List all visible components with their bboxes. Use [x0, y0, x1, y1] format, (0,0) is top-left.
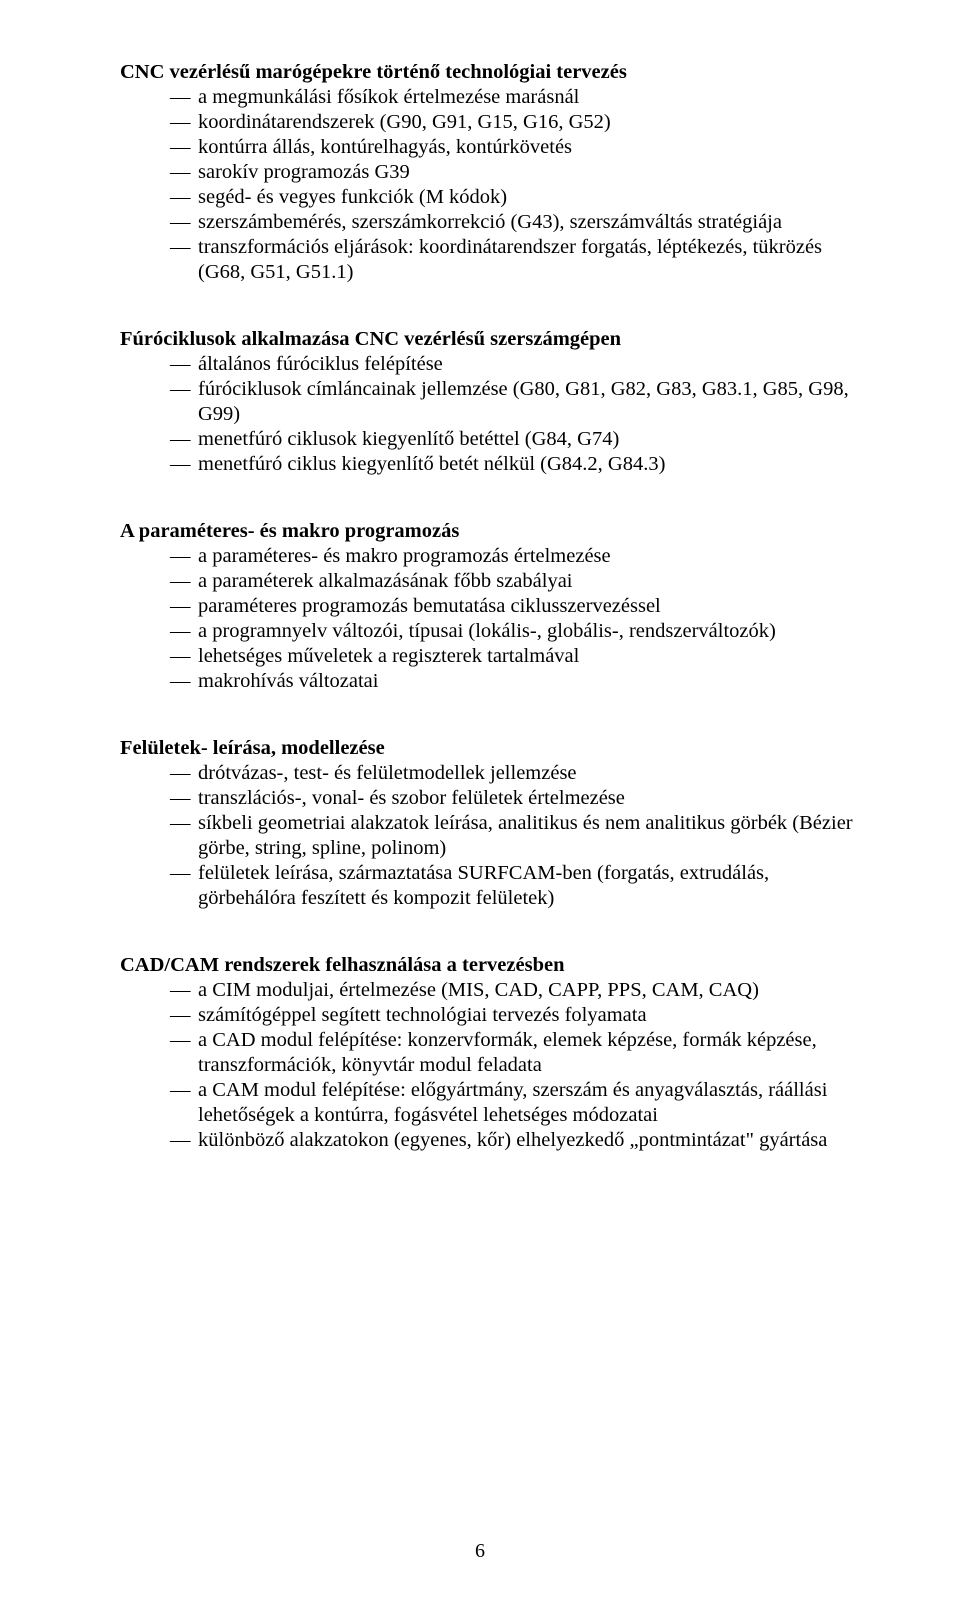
list-item: menetfúró ciklus kiegyenlítő betét nélkü… [120, 452, 860, 477]
list-item: menetfúró ciklusok kiegyenlítő betéttel … [120, 427, 860, 452]
item-list: drótvázas-, test- és felületmodellek jel… [120, 761, 860, 911]
list-item-text: általános fúróciklus felépítése [198, 353, 443, 375]
list-item-text: síkbeli geometriai alakzatok leírása, an… [198, 812, 853, 859]
list-item: a CIM moduljai, értelmezése (MIS, CAD, C… [120, 978, 860, 1003]
document-page: CNC vezérlésű marógépekre történő techno… [0, 0, 960, 1615]
item-list: a CIM moduljai, értelmezése (MIS, CAD, C… [120, 978, 860, 1153]
list-item-text: fúróciklusok címláncainak jellemzése (G8… [198, 378, 849, 425]
list-item-text: segéd- és vegyes funkciók (M kódok) [198, 186, 507, 208]
list-item: koordinátarendszerek (G90, G91, G15, G16… [120, 110, 860, 135]
list-item: a paraméteres- és makro programozás érte… [120, 544, 860, 569]
list-item-text: szerszámbemérés, szerszámkorrekció (G43)… [198, 211, 782, 233]
list-item: paraméteres programozás bemutatása ciklu… [120, 594, 860, 619]
item-list: a megmunkálási fősíkok értelmezése marás… [120, 85, 860, 285]
section-title: Fúróciklusok alkalmazása CNC vezérlésű s… [120, 327, 860, 352]
list-item-text: koordinátarendszerek (G90, G91, G15, G16… [198, 111, 611, 133]
list-item-text: számítógéppel segített technológiai terv… [198, 1004, 647, 1026]
section-title: CAD/CAM rendszerek felhasználása a terve… [120, 953, 860, 978]
list-item-text: transzformációs eljárások: koordinátaren… [198, 236, 822, 283]
section-title: CNC vezérlésű marógépekre történő techno… [120, 60, 860, 85]
list-item: a CAD modul felépítése: konzervformák, e… [120, 1028, 860, 1078]
list-item: a programnyelv változói, típusai (lokáli… [120, 619, 860, 644]
list-item-text: a programnyelv változói, típusai (lokáli… [198, 620, 776, 642]
section-cadcam: CAD/CAM rendszerek felhasználása a terve… [120, 953, 860, 1153]
list-item-text: a CAM modul felépítése: előgyártmány, sz… [198, 1079, 827, 1126]
list-item: lehetséges műveletek a regiszterek tarta… [120, 644, 860, 669]
section-parameteres-makro: A paraméteres- és makro programozás a pa… [120, 519, 860, 694]
page-number: 6 [0, 1539, 960, 1563]
section-title: A paraméteres- és makro programozás [120, 519, 860, 544]
list-item-text: lehetséges műveletek a regiszterek tarta… [198, 645, 579, 667]
list-item: különböző alakzatokon (egyenes, kőr) elh… [120, 1128, 860, 1153]
list-item-text: a megmunkálási fősíkok értelmezése marás… [198, 86, 579, 108]
item-list: általános fúróciklus felépítése fúrócikl… [120, 352, 860, 477]
list-item-text: a CIM moduljai, értelmezése (MIS, CAD, C… [198, 979, 759, 1001]
list-item-text: menetfúró ciklus kiegyenlítő betét nélkü… [198, 453, 665, 475]
list-item: felületek leírása, származtatása SURFCAM… [120, 861, 860, 911]
list-item-text: a CAD modul felépítése: konzervformák, e… [198, 1029, 817, 1076]
list-item-text: a paraméterek alkalmazásának főbb szabál… [198, 570, 573, 592]
list-item: számítógéppel segített technológiai terv… [120, 1003, 860, 1028]
list-item-text: a paraméteres- és makro programozás érte… [198, 545, 611, 567]
list-item: transzlációs-, vonal- és szobor felülete… [120, 786, 860, 811]
list-item-text: menetfúró ciklusok kiegyenlítő betéttel … [198, 428, 619, 450]
list-item: drótvázas-, test- és felületmodellek jel… [120, 761, 860, 786]
list-item: szerszámbemérés, szerszámkorrekció (G43)… [120, 210, 860, 235]
list-item-text: kontúrra állás, kontúrelhagyás, kontúrkö… [198, 136, 572, 158]
list-item: a CAM modul felépítése: előgyártmány, sz… [120, 1078, 860, 1128]
section-title: Felületek- leírása, modellezése [120, 736, 860, 761]
list-item-text: paraméteres programozás bemutatása ciklu… [198, 595, 661, 617]
list-item-text: felületek leírása, származtatása SURFCAM… [198, 862, 769, 909]
list-item-text: sarokív programozás G39 [198, 161, 410, 183]
section-feluletek: Felületek- leírása, modellezése drótváza… [120, 736, 860, 911]
list-item-text: transzlációs-, vonal- és szobor felülete… [198, 787, 625, 809]
section-cnc-marogep: CNC vezérlésű marógépekre történő techno… [120, 60, 860, 285]
list-item: a megmunkálási fősíkok értelmezése marás… [120, 85, 860, 110]
list-item-text: drótvázas-, test- és felületmodellek jel… [198, 762, 577, 784]
item-list: a paraméteres- és makro programozás érte… [120, 544, 860, 694]
list-item: segéd- és vegyes funkciók (M kódok) [120, 185, 860, 210]
list-item: makrohívás változatai [120, 669, 860, 694]
list-item: általános fúróciklus felépítése [120, 352, 860, 377]
list-item: fúróciklusok címláncainak jellemzése (G8… [120, 377, 860, 427]
list-item: kontúrra állás, kontúrelhagyás, kontúrkö… [120, 135, 860, 160]
list-item-text: makrohívás változatai [198, 670, 378, 692]
section-furociklusok: Fúróciklusok alkalmazása CNC vezérlésű s… [120, 327, 860, 477]
list-item: síkbeli geometriai alakzatok leírása, an… [120, 811, 860, 861]
list-item: transzformációs eljárások: koordinátaren… [120, 235, 860, 285]
list-item-text: különböző alakzatokon (egyenes, kőr) elh… [198, 1129, 827, 1151]
list-item: sarokív programozás G39 [120, 160, 860, 185]
list-item: a paraméterek alkalmazásának főbb szabál… [120, 569, 860, 594]
